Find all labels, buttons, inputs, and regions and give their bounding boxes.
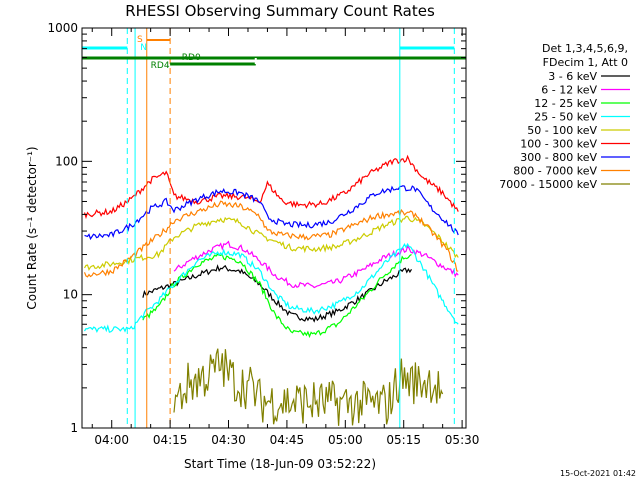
legend-header-line-1: Det 1,3,4,5,6,9, [542, 42, 628, 55]
series-line-5 [83, 154, 459, 220]
legend-label-6: 300 - 800 keV [520, 151, 597, 164]
chart-title: RHESSI Observing Summary Count Rates [125, 2, 435, 20]
axes-layer: 04:00 04:15 04:30 04:45 05:00 05:15 05:30 1 10 10… [47, 21, 479, 447]
state-label-rd4: RD4 [151, 61, 170, 71]
x-tick-label: 04:15 [153, 433, 188, 447]
series-line-8 [173, 348, 444, 426]
x-tick-label: 04:45 [270, 433, 305, 447]
legend-label-2: 12 - 25 keV [534, 97, 597, 110]
x-tick-label: 04:30 [211, 433, 246, 447]
legend-header-line-2: FDecim 1, Att 0 [543, 56, 628, 69]
legend-label-3: 25 - 50 keV [534, 111, 597, 124]
x-axis-label: Start Time (18-Jun-09 03:52:22) [184, 457, 376, 471]
state-label-rd0: RD0 [182, 53, 201, 63]
y-axis-label: Count Rate (s⁻¹ detector⁻¹) [25, 146, 39, 309]
legend-label-0: 3 - 6 keV [548, 70, 597, 83]
x-tick-label: 05:00 [328, 433, 363, 447]
legend-label-4: 50 - 100 keV [527, 124, 597, 137]
legend-label-1: 6 - 12 keV [541, 84, 597, 97]
series-line-1 [173, 240, 459, 289]
state-label-n: N [140, 43, 147, 53]
y-tick-label: 1 [70, 421, 78, 435]
series-line-7 [83, 200, 459, 278]
y-tick-label: 1000 [47, 21, 78, 35]
footer-date: 15-Oct-2021 01:42 [560, 469, 636, 478]
series-line-0 [142, 264, 413, 323]
legend-label-5: 100 - 300 keV [520, 138, 597, 151]
state-label-s: S [137, 35, 143, 45]
plot-frame [81, 27, 467, 429]
state-bars-layer: RD0 RD4 SN [82, 28, 466, 428]
legend-label-7: 800 - 7000 keV [513, 165, 597, 178]
legend-label-8: 7000 - 15000 keV [499, 178, 597, 191]
x-tick-label: 05:30 [445, 433, 480, 447]
y-tick-label: 10 [63, 288, 78, 302]
x-tick-label: 05:15 [386, 433, 421, 447]
series-line-2 [142, 253, 412, 339]
y-tick-label: 100 [55, 154, 78, 168]
x-tick-label: 04:00 [94, 433, 129, 447]
series-line-6 [84, 185, 459, 241]
